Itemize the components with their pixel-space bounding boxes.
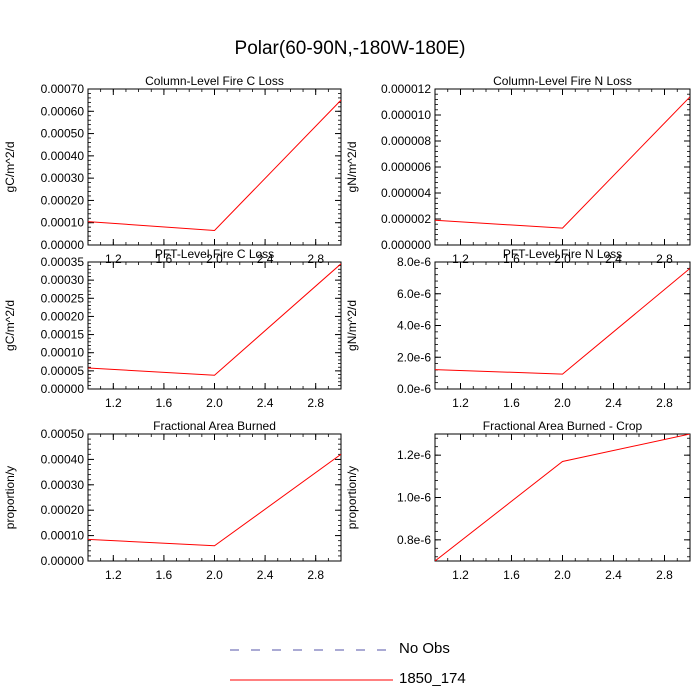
panel-6-xtick-label: 1.6 xyxy=(503,568,520,582)
panel-2-ylabel: gN/m^2/d xyxy=(345,142,359,193)
panel-3-ytick-label: 0.00000 xyxy=(41,382,85,396)
panel-4-ylabel: gN/m^2/d xyxy=(345,300,359,351)
panel-3-title: PFT-Level Fire C Loss xyxy=(155,247,274,261)
panel-1-ytick-label: 0.00000 xyxy=(41,238,85,252)
panel-5-xtick-label: 2.4 xyxy=(257,568,274,582)
panel-2-ytick-label: 0.000004 xyxy=(381,186,431,200)
panel-4-frame xyxy=(434,261,691,390)
panel-1-title: Column-Level Fire C Loss xyxy=(145,74,284,88)
panel-6-ytick-label: 1.2e-6 xyxy=(397,448,431,462)
panel-3-ytick-label: 0.00015 xyxy=(41,328,85,342)
panel-3-xtick-label: 2.8 xyxy=(307,396,324,410)
panel-6-xtick-label: 2.4 xyxy=(605,568,622,582)
panel-2-ytick-label: 0.000002 xyxy=(381,212,431,226)
legend-label-1850-174: 1850_174 xyxy=(399,670,466,687)
panel-2-ytick-label: 0.000006 xyxy=(381,160,431,174)
panel-2-title: Column-Level Fire N Loss xyxy=(493,74,632,88)
panel-5-ytick-label: 0.00030 xyxy=(41,478,85,492)
panel-4-series-line xyxy=(435,268,690,375)
panel-1-ytick-label: 0.00050 xyxy=(41,127,85,141)
panel-3-xtick-label: 2.0 xyxy=(206,396,223,410)
panel-5-frame xyxy=(87,433,342,562)
panel-1-ytick-label: 0.00020 xyxy=(41,193,85,207)
panel-6-xtick-label: 2.0 xyxy=(554,568,571,582)
panel-5-ylabel: proportion/y xyxy=(3,466,17,529)
panel-5-xtick-label: 1.6 xyxy=(156,568,173,582)
panel-5-series-line xyxy=(88,453,341,547)
panel-2-ytick-label: 0.000008 xyxy=(381,134,431,148)
panel-5-ytick-label: 0.00010 xyxy=(41,529,85,543)
panel-1-series-line xyxy=(88,99,341,232)
panel-6-ylabel: proportion/y xyxy=(345,466,359,529)
panel-3-ytick-label: 0.00005 xyxy=(41,364,85,378)
panel-2-ytick-label: 0.000010 xyxy=(381,108,431,122)
panel-3-ytick-label: 0.00035 xyxy=(41,255,85,269)
panel-5-ytick-label: 0.00040 xyxy=(41,452,85,466)
legend-label-no-obs: No Obs xyxy=(399,640,450,657)
panel-1-ytick-label: 0.00010 xyxy=(41,216,85,230)
panel-3-xtick-label: 1.2 xyxy=(105,396,122,410)
panel-4-xtick-label: 2.4 xyxy=(605,396,622,410)
panel-4-xtick-label: 2.0 xyxy=(554,396,571,410)
panel-3-ytick-label: 0.00030 xyxy=(41,273,85,287)
panel-4-ytick-label: 2.0e-6 xyxy=(397,350,431,364)
panel-3-xtick-label: 2.4 xyxy=(257,396,274,410)
panel-4-ytick-label: 8.0e-6 xyxy=(397,255,431,269)
main-title: Polar(60-90N,-180W-180E) xyxy=(234,38,466,59)
panel-6-ytick-label: 1.0e-6 xyxy=(397,491,431,505)
panel-4-ytick-label: 6.0e-6 xyxy=(397,287,431,301)
panel-5-xtick-label: 2.0 xyxy=(206,568,223,582)
panel-2-series-line xyxy=(435,96,690,229)
panel-4-ytick-label: 0.0e-6 xyxy=(397,382,431,396)
panel-6-xtick-label: 1.2 xyxy=(452,568,469,582)
panel-1-ytick-label: 0.00040 xyxy=(41,149,85,163)
panel-4-ytick-label: 4.0e-6 xyxy=(397,319,431,333)
panel-6-ytick-label: 0.8e-6 xyxy=(397,533,431,547)
panel-4-xtick-label: 1.2 xyxy=(452,396,469,410)
panel-5-xtick-label: 2.8 xyxy=(307,568,324,582)
panel-2-ytick-label: 0.000012 xyxy=(381,82,431,96)
panel-5-title: Fractional Area Burned xyxy=(153,419,276,433)
panel-6-title: Fractional Area Burned - Crop xyxy=(483,419,643,433)
panel-1-frame xyxy=(87,88,342,246)
panel-5-xtick-label: 1.2 xyxy=(105,568,122,582)
panel-3-ytick-label: 0.00010 xyxy=(41,346,85,360)
panel-2-frame xyxy=(434,88,691,246)
panel-5-ytick-label: 0.00050 xyxy=(41,427,85,441)
panel-1-ytick-label: 0.00030 xyxy=(41,171,85,185)
panel-4-xtick-label: 2.8 xyxy=(656,396,673,410)
panel-6-frame xyxy=(434,433,691,562)
panel-1-ytick-label: 0.00070 xyxy=(41,82,85,96)
panel-2-ytick-label: 0.000000 xyxy=(381,238,431,252)
panel-3-ytick-label: 0.00020 xyxy=(41,309,85,323)
panel-3-xtick-label: 1.6 xyxy=(156,396,173,410)
panel-3-ylabel: gC/m^2/d xyxy=(3,300,17,351)
panel-4-xtick-label: 1.6 xyxy=(503,396,520,410)
panel-6-xtick-label: 2.8 xyxy=(656,568,673,582)
panel-1-ylabel: gC/m^2/d xyxy=(3,142,17,193)
panel-5-ytick-label: 0.00020 xyxy=(41,503,85,517)
panel-1-ytick-label: 0.00060 xyxy=(41,104,85,118)
panel-6-series-line xyxy=(435,434,690,561)
panel-5-ytick-label: 0.00000 xyxy=(41,554,85,568)
panel-4-title: PFT-Level Fire N Loss xyxy=(503,247,622,261)
panel-3-series-line xyxy=(88,263,341,376)
panel-3-ytick-label: 0.00025 xyxy=(41,291,85,305)
